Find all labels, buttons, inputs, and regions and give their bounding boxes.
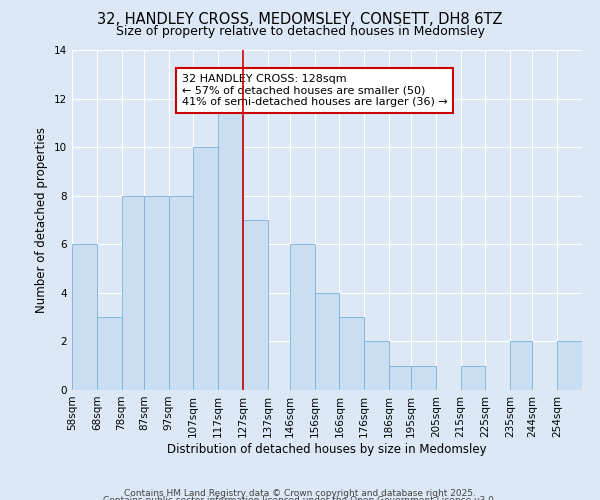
- Bar: [243, 220, 268, 390]
- Text: Contains HM Land Registry data © Crown copyright and database right 2025.: Contains HM Land Registry data © Crown c…: [124, 488, 476, 498]
- Bar: [193, 147, 218, 390]
- Bar: [97, 317, 122, 390]
- Bar: [557, 342, 582, 390]
- Bar: [364, 342, 389, 390]
- Bar: [122, 196, 144, 390]
- Text: Size of property relative to detached houses in Medomsley: Size of property relative to detached ho…: [115, 25, 485, 38]
- Bar: [144, 196, 169, 390]
- Bar: [340, 317, 364, 390]
- Bar: [72, 244, 97, 390]
- Text: 32, HANDLEY CROSS, MEDOMSLEY, CONSETT, DH8 6TZ: 32, HANDLEY CROSS, MEDOMSLEY, CONSETT, D…: [97, 12, 503, 28]
- Bar: [389, 366, 411, 390]
- X-axis label: Distribution of detached houses by size in Medomsley: Distribution of detached houses by size …: [167, 442, 487, 456]
- Y-axis label: Number of detached properties: Number of detached properties: [35, 127, 49, 313]
- Bar: [461, 366, 485, 390]
- Bar: [169, 196, 193, 390]
- Bar: [218, 98, 243, 390]
- Bar: [510, 342, 532, 390]
- Bar: [411, 366, 436, 390]
- Bar: [314, 293, 340, 390]
- Bar: [290, 244, 314, 390]
- Text: 32 HANDLEY CROSS: 128sqm
← 57% of detached houses are smaller (50)
41% of semi-d: 32 HANDLEY CROSS: 128sqm ← 57% of detach…: [182, 74, 448, 107]
- Text: Contains public sector information licensed under the Open Government Licence v3: Contains public sector information licen…: [103, 496, 497, 500]
